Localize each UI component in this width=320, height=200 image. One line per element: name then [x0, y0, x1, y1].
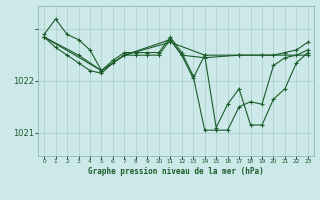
X-axis label: Graphe pression niveau de la mer (hPa): Graphe pression niveau de la mer (hPa) — [88, 167, 264, 176]
